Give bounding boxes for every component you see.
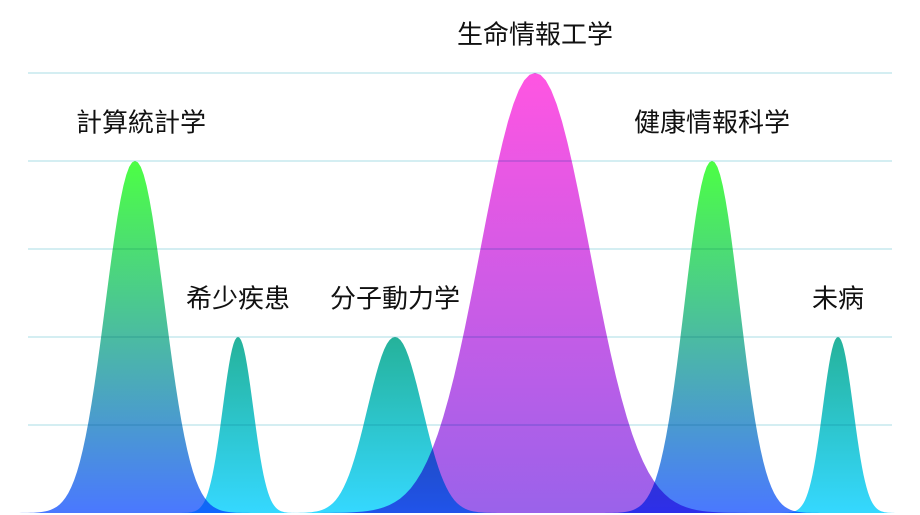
peak [308,73,762,513]
peak [13,161,257,513]
peak-label: 希少疾患 [186,285,290,315]
peak [598,161,826,513]
peak-label: 未病 [812,285,864,315]
peak [281,337,509,513]
peak [775,337,901,513]
peak-label: 計算統計学 [76,109,206,139]
peak-label: 分子動力学 [330,285,460,315]
peak [175,337,301,513]
peak-label: 健康情報科学 [634,109,790,139]
peak-label: 生命情報工学 [457,21,613,51]
